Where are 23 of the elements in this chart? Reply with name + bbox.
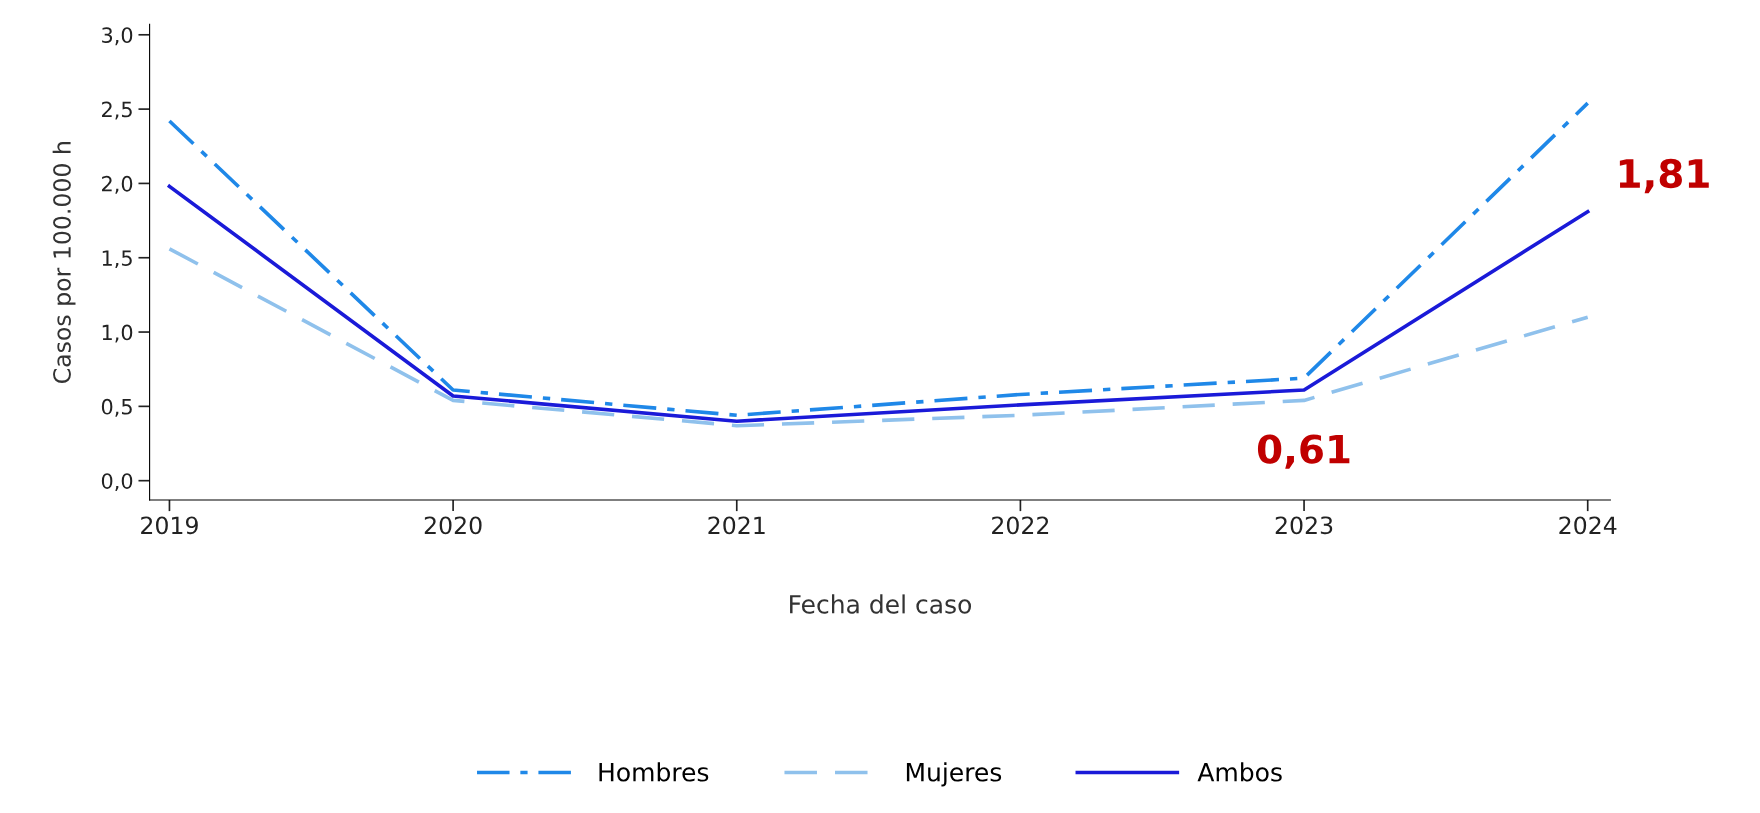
annotation: 1,81 — [1619, 158, 1709, 194]
legend-label: Ambos — [1197, 762, 1282, 782]
y-tick-label: 1,5 — [102, 250, 132, 269]
x-tick-label: 2023 — [1275, 516, 1333, 535]
y-tick-label: 3,0 — [102, 27, 133, 46]
line-series — [167, 101, 1590, 418]
x-tick-label: 2020 — [424, 516, 482, 535]
y-tick-label: 1,0 — [102, 324, 133, 343]
y-tick-label: 2,0 — [102, 175, 133, 194]
y-tick-label: 2,5 — [102, 101, 132, 120]
x-axis-title: Fecha del caso — [790, 594, 972, 614]
y-tick-label: 0,0 — [101, 473, 133, 492]
x-tick-label: 2021 — [708, 516, 765, 535]
y-tick-label: 0,5 — [101, 398, 132, 417]
line-series — [167, 184, 1590, 424]
y-axis-title: Casos por 100.000 h — [52, 142, 76, 383]
x-tick-label: 2024 — [1559, 516, 1617, 535]
annotation: 0,61 — [1257, 434, 1350, 469]
line-series — [167, 247, 1590, 428]
x-tick-label: 2022 — [992, 516, 1049, 535]
legend-label: Mujeres — [906, 762, 1002, 787]
x-tick-label: 2019 — [141, 516, 198, 535]
legend-label: Hombres — [599, 762, 709, 782]
